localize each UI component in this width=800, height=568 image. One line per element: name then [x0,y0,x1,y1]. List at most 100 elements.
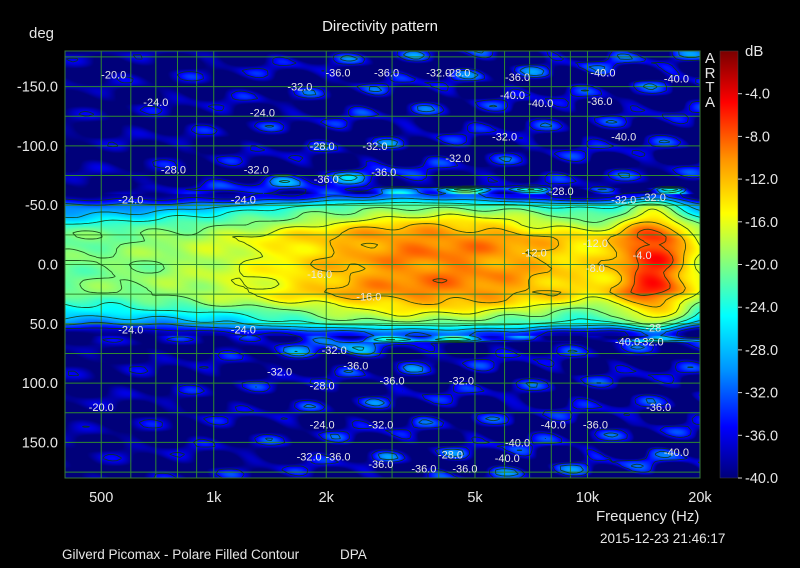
contour-label: -32.0 [611,194,636,206]
contour-label: -32.0 [426,67,451,79]
colorbar-tick-label: -12.0 [745,172,778,188]
colorbar-tick-label: -36.0 [745,428,778,444]
y-tick-label: -150.0 [17,80,58,96]
contour-line [64,174,701,353]
brand-letter: T [705,79,715,96]
colorbar-tick-label: -16.0 [745,215,778,231]
colorbar-tick-label: -4.0 [745,87,770,103]
x-tick-label: 2k [319,490,335,506]
contour-label: -40.0 [528,98,553,110]
colorbar-ticks: -4.0 -8.0 -12.0 -16.0 -20.0 -24.0 -28.0 -32.0 -3… [738,87,778,487]
contour-label: -4.0 [633,250,652,262]
x-tick-label: 10k [576,490,600,506]
contour-label: -36.0 [411,464,436,476]
plot-frame [64,50,701,479]
contour-line [432,228,674,296]
contour-label: -32.0 [244,165,269,177]
contour-label: -40.0 [495,453,520,465]
y-tick-label: 0.0 [38,258,58,274]
contour-label: -36.0 [505,72,530,84]
y-tick-label: 150.0 [22,435,58,451]
contour-label: -36.0 [314,174,339,186]
x-tick-label: 500 [89,490,113,506]
contour-label: -24.0 [118,325,143,337]
contour-labels: -20.0-24.0-24.0-32.0-36.0 -36.0 -32.0-28.0… [89,67,689,475]
footer-source: DPA [340,547,367,562]
contour-label: -36.0 [368,459,393,471]
colorbar-tick-label: -8.0 [745,129,770,145]
contour-line [64,188,701,341]
contour-label: -24.0 [310,420,335,432]
contour-label: -32.0 [449,376,474,388]
contour-label: -28.0 [310,141,335,153]
x-axis-ticks: 500 1k 2k 5k 10k 20k [89,490,712,506]
contour-label: -12.0 [583,238,608,250]
contour-label: -28.0 [310,380,335,392]
contour-label: -32.0 [641,192,666,204]
contour-label: -40.0 [500,90,525,102]
colorbar-unit: dB [745,43,764,60]
contour-label: -32.0 [297,452,322,464]
brand-letter: A [704,50,715,67]
contour-label: -16.0 [307,269,332,281]
contour-label: -32.0 [368,420,393,432]
contour-label: -32.0 [267,366,292,378]
contour-label: -20.0 [101,70,126,82]
contour-label: -32.0 [639,337,664,349]
chart-title: Directivity pattern [322,18,438,35]
contour-label: -32.0 [322,345,347,357]
contour-label: -40.0 [664,447,689,459]
contour-label: -32.0 [362,141,387,153]
contour-label: -40.0 [664,73,689,85]
contour-label: -36.0 [374,67,399,79]
brand-letter: R [704,64,716,82]
contour-label: -28.0 [438,449,463,461]
y-axis-ticks: -150.0 -100.0 -50.0 0.0 50.0 100.0 150.0 [17,80,58,452]
contour-lines [64,50,701,479]
contour-label: -28.0 [549,186,574,198]
x-tick-label: 1k [206,490,222,506]
contour-label: -36.0 [371,167,396,179]
contour-label: -36.0 [646,402,671,414]
contour-label: -28.0 [445,67,470,79]
colorbar-tick-label: -20.0 [745,258,778,274]
contour-label: -12.0 [522,248,547,260]
contour-line [310,221,686,308]
contour-label: -24.0 [231,194,256,206]
timestamp: 2015-12-23 21:46:17 [600,531,726,546]
contour-label: -40.0 [505,437,530,449]
contour-label: -36.0 [380,376,405,388]
contour-label: -24.0 [231,325,256,337]
footer-description: Gilverd Picomax - Polare Filled Contour [62,547,300,562]
y-tick-label: -50.0 [25,198,58,214]
contour-label: -36.0 [325,452,350,464]
y-tick-label: 100.0 [22,376,58,392]
contour-label: -36.0 [452,464,477,476]
y-tick-label: -100.0 [17,139,58,155]
colorbar-tick-label: -24.0 [745,300,778,316]
contour-label: -24.0 [143,97,168,109]
contour-line [64,50,701,479]
contour-label: -32.0 [492,131,517,143]
contour-label: -40.0 [615,337,640,349]
colorbar-tick-label: -32.0 [745,386,778,402]
contour-label: -8.0 [586,263,605,275]
x-axis-label: Frequency (Hz) [596,508,700,525]
contour-label: -24.0 [250,108,275,120]
contour-label: -36.0 [583,420,608,432]
x-tick-label: 20k [688,490,712,506]
y-axis-label: deg [29,25,55,42]
contour-line [64,203,701,325]
contour-label: -32.0 [287,82,312,94]
contour-label: -16.0 [356,292,381,304]
contour-label: -32.0 [445,153,470,165]
colorbar-tick-label: -40.0 [745,471,778,487]
colorbar-tick-label: -28.0 [745,343,778,359]
contour-label: -40.0 [611,131,636,143]
contour-label: -24.0 [118,194,143,206]
colorbar [719,50,739,479]
contour-label: -36.0 [325,67,350,79]
contour-label: -40.0 [590,67,615,79]
